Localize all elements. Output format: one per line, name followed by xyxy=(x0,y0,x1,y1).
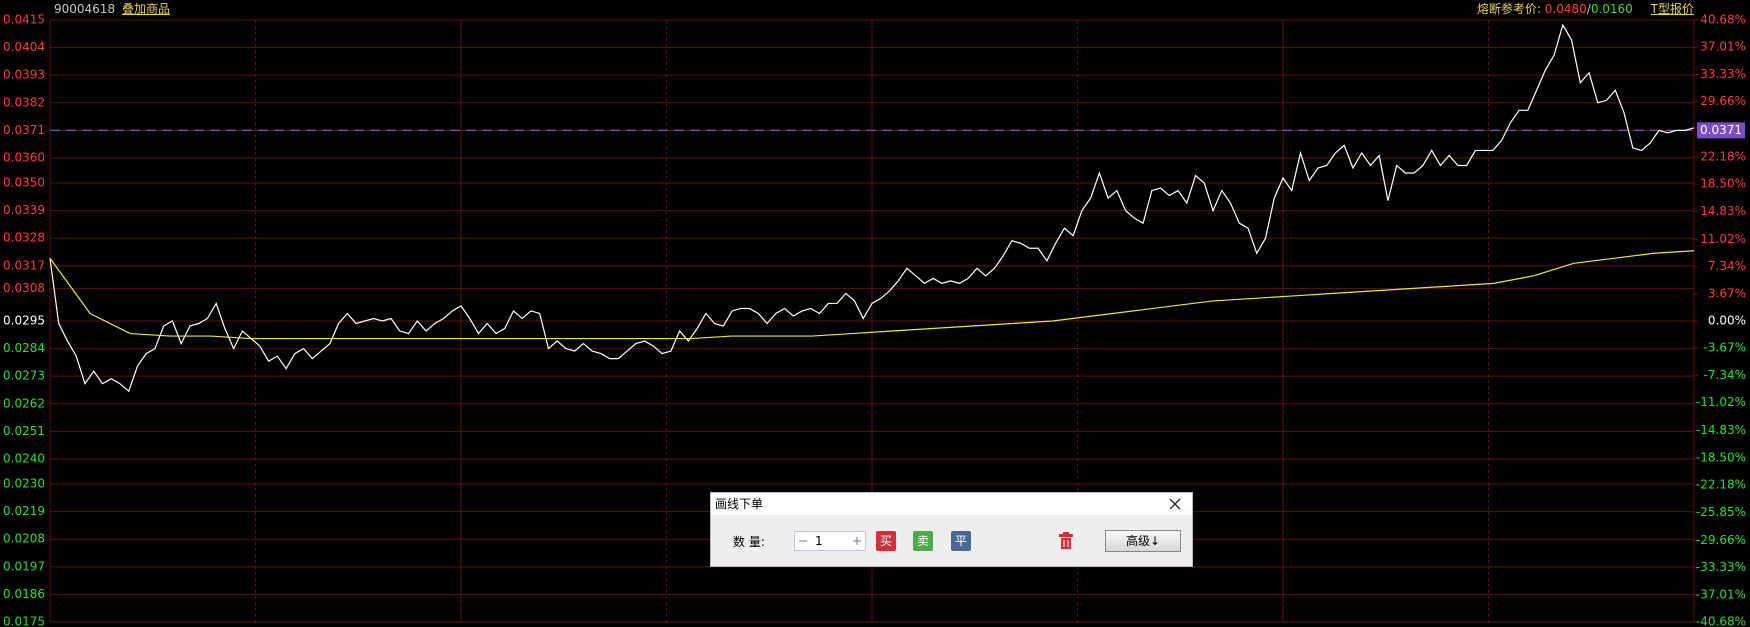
sell-button[interactable]: 卖 xyxy=(913,531,933,551)
limit-label: 熔断参考价: xyxy=(1476,2,1541,16)
y2-tick-label: -18.50% xyxy=(1696,450,1746,464)
y-tick-label: 0.0284 xyxy=(3,341,45,355)
quantity-value: 1 xyxy=(815,534,823,548)
y-tick-label: 0.0208 xyxy=(3,532,45,546)
y-tick-label: 0.0230 xyxy=(3,477,45,491)
y-tick-label: 0.0273 xyxy=(3,369,45,383)
y2-tick-label: 14.83% xyxy=(1700,204,1746,218)
y2-tick-label: -22.18% xyxy=(1696,478,1746,492)
y-tick-label: 0.0262 xyxy=(3,396,45,410)
y-tick-label: 0.0415 xyxy=(3,13,45,27)
y2-tick-label: 40.68% xyxy=(1700,13,1746,27)
y-tick-label: 0.0382 xyxy=(3,95,45,109)
y2-tick-label: 0.00% xyxy=(1708,314,1746,328)
advanced-button[interactable]: 高级↓ xyxy=(1105,530,1181,552)
y-tick-label: 0.0186 xyxy=(3,587,45,601)
y-tick-label: 0.0295 xyxy=(3,314,45,328)
buy-button[interactable]: 买 xyxy=(876,531,896,551)
plus-button[interactable] xyxy=(851,532,863,550)
y2-tick-label: 3.67% xyxy=(1708,286,1746,300)
y2-tick-label: -33.33% xyxy=(1696,560,1746,574)
y-tick-label: 0.0371 xyxy=(3,123,45,137)
y-tick-label: 0.0404 xyxy=(3,40,45,54)
quantity-input[interactable]: 1 xyxy=(794,531,866,551)
limit-down: 0.0160 xyxy=(1590,2,1633,16)
reference-label-box xyxy=(1697,122,1745,139)
reference-label: 0.0371 xyxy=(1700,123,1742,137)
overlay-link[interactable]: 叠加商品 xyxy=(122,2,171,16)
y-tick-label: 0.0308 xyxy=(3,281,45,295)
y-tick-label: 0.0251 xyxy=(3,424,45,438)
y-tick-label: 0.0219 xyxy=(3,504,45,518)
quantity-label: 数 量: xyxy=(733,535,765,549)
contract-code: 90004618 xyxy=(54,2,116,16)
dialog-title: 画线下单 xyxy=(715,497,764,511)
y-tick-label: 0.0393 xyxy=(3,68,45,82)
y-tick-label: 0.0175 xyxy=(3,615,45,627)
close-position-button[interactable]: 平 xyxy=(951,531,971,551)
dialog-title-bar: 画线下单 xyxy=(711,493,1192,515)
price-line xyxy=(49,23,1695,393)
y-tick-label: 0.0360 xyxy=(3,150,45,164)
limit-prices: 熔断参考价: 0.0480/0.0160 T型报价 xyxy=(1477,1,1694,17)
close-button[interactable] xyxy=(1168,497,1182,511)
separator: / xyxy=(1586,2,1591,16)
minus-button[interactable] xyxy=(797,532,809,550)
y-tick-label: 0.0317 xyxy=(3,258,45,272)
y2-tick-label: -40.68% xyxy=(1696,615,1746,627)
y2-tick-label: 29.66% xyxy=(1700,94,1746,108)
y2-tick-label: 22.18% xyxy=(1700,149,1746,163)
y2-tick-label: -11.02% xyxy=(1696,395,1746,409)
y2-tick-label: -3.67% xyxy=(1704,341,1746,355)
draw-order-dialog: 画线下单 数 量: 1 买 卖 平 高级↓ xyxy=(710,492,1193,567)
y-tick-label: 0.0350 xyxy=(3,176,45,190)
y2-tick-label: 11.02% xyxy=(1700,232,1746,246)
y2-tick-label: 7.34% xyxy=(1708,259,1746,273)
y2-tick-label: 18.50% xyxy=(1700,177,1746,191)
y2-tick-label: -14.83% xyxy=(1696,423,1746,437)
y2-tick-label: -29.66% xyxy=(1696,533,1746,547)
delete-button[interactable] xyxy=(1057,531,1075,551)
t-quote-link[interactable]: T型报价 xyxy=(1650,2,1694,16)
y-tick-label: 0.0328 xyxy=(3,231,45,245)
y2-tick-label: -25.85% xyxy=(1696,505,1746,519)
y2-tick-label: 33.33% xyxy=(1700,67,1746,81)
y-tick-label: 0.0240 xyxy=(3,451,45,465)
limit-up: 0.0480 xyxy=(1544,2,1587,16)
y2-tick-label: -37.01% xyxy=(1696,587,1746,601)
y-tick-label: 0.0339 xyxy=(3,203,45,217)
y2-tick-label: -7.34% xyxy=(1704,368,1746,382)
y2-tick-label: 37.01% xyxy=(1700,40,1746,54)
y-tick-label: 0.0197 xyxy=(3,559,45,573)
price-line xyxy=(49,250,1695,340)
